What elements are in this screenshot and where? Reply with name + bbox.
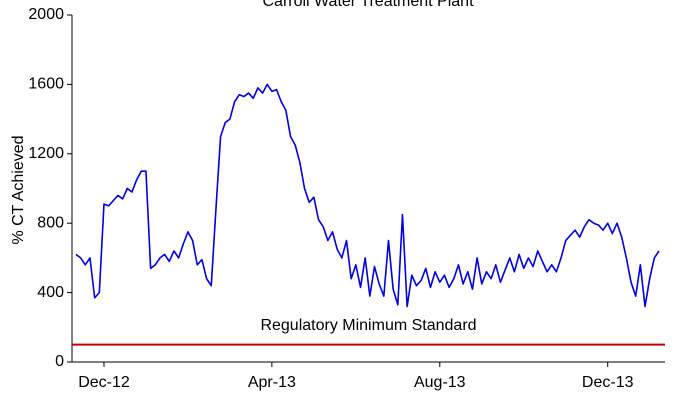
y-tick-label: 2000 <box>28 6 64 23</box>
y-tick-label: 1600 <box>28 76 64 93</box>
x-tick-label: Dec-13 <box>582 374 634 391</box>
y-tick-label: 400 <box>37 284 64 301</box>
y-tick-label: 0 <box>55 353 64 370</box>
x-tick-label: Dec-12 <box>78 374 130 391</box>
chart-title: Carroll Water Treatment Plant <box>262 0 474 10</box>
y-tick-label: 1200 <box>28 145 64 162</box>
x-tick-label: Aug-13 <box>414 374 466 391</box>
x-tick-label: Apr-13 <box>248 374 296 391</box>
threshold-label: Regulatory Minimum Standard <box>260 317 476 334</box>
data-line <box>75 83 660 308</box>
y-tick-label: 800 <box>37 214 64 231</box>
y-axis-label: % CT Achieved <box>10 135 27 244</box>
